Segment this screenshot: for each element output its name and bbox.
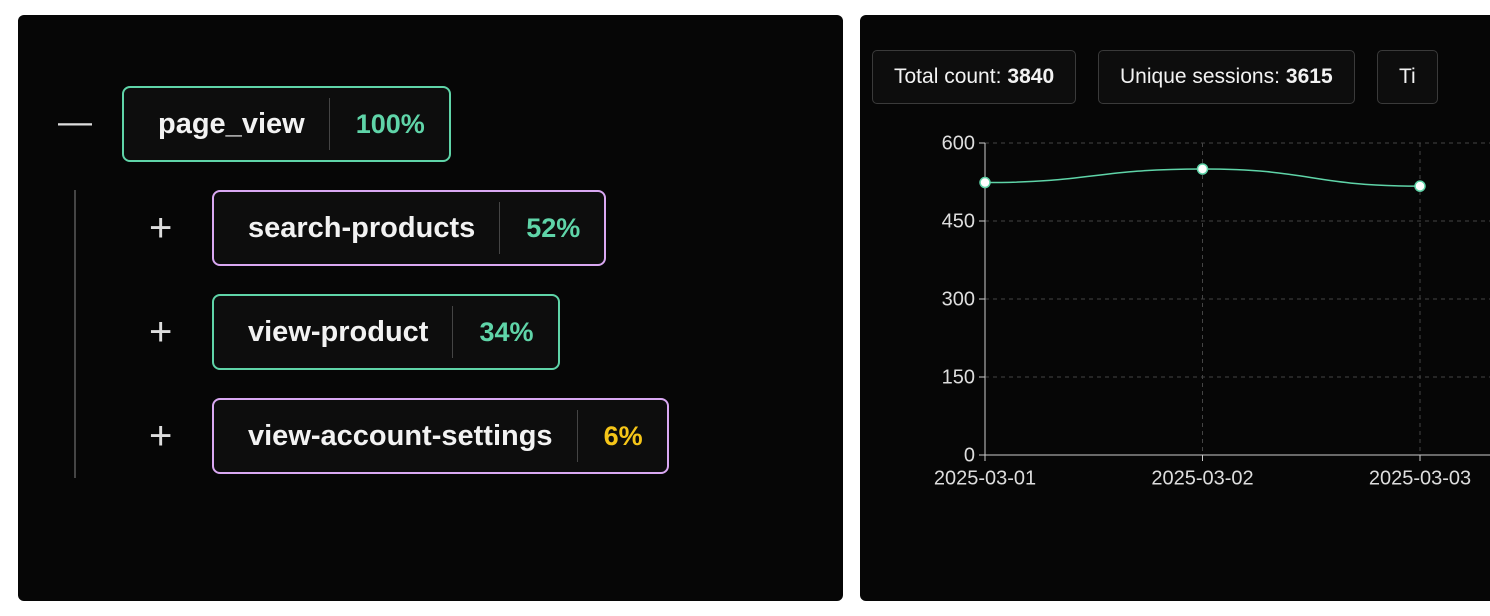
tree-node[interactable]: view-account-settings 6% — [212, 398, 669, 474]
y-tick-label: 0 — [964, 444, 975, 466]
tree-guide — [74, 190, 76, 478]
expand-toggle[interactable]: + — [149, 414, 173, 458]
node-percent: 100% — [355, 108, 425, 139]
y-tick-label: 600 — [942, 132, 975, 154]
y-tick-label: 150 — [942, 366, 975, 388]
tree-node[interactable]: search-products 52% — [212, 190, 607, 266]
node-divider — [576, 410, 578, 462]
point — [1414, 180, 1426, 192]
expand-toggle[interactable]: + — [149, 310, 173, 354]
tree-node[interactable]: page_view 100% — [122, 86, 451, 162]
node-percent: 34% — [479, 316, 534, 347]
node-label: view-product — [248, 315, 429, 348]
node-label: page_view — [158, 107, 305, 140]
node-percent: 52% — [526, 212, 581, 243]
stat-label: Total count: — [894, 65, 1002, 88]
node-divider — [328, 98, 330, 150]
x-tick-label: 2025-03-02 — [1151, 467, 1253, 489]
point — [1196, 163, 1209, 175]
tree-panel: — page_view 100% + search-products 52% + view-p… — [18, 15, 843, 601]
y-tick-label: 450 — [942, 210, 975, 232]
stat-chip: Total count: 3840 — [872, 50, 1077, 104]
stat-label: Unique sessions: — [1120, 65, 1280, 88]
node-label: search-products — [248, 211, 476, 244]
stat-chip: Unique sessions: 3615 — [1098, 50, 1355, 104]
node-divider — [452, 306, 454, 358]
expand-toggle[interactable]: + — [149, 206, 173, 250]
x-tick-label: 2025-03-03 — [1369, 467, 1471, 489]
node-percent: 6% — [603, 420, 643, 451]
stat-label: Ti — [1399, 65, 1416, 88]
y-tick-label: 300 — [942, 288, 975, 310]
node-label: view-account-settings — [248, 419, 553, 452]
stat-value: 3840 — [1007, 65, 1055, 88]
point — [979, 176, 991, 189]
node-divider — [499, 202, 501, 254]
collapse-toggle[interactable]: — — [58, 103, 92, 141]
stat-value: 3615 — [1285, 65, 1333, 88]
stat-chip: Ti — [1377, 50, 1438, 104]
x-tick-label: 2025-03-01 — [934, 467, 1036, 489]
tree-node[interactable]: view-product 34% — [212, 294, 560, 370]
chart-panel: 0 150 300 450 600 2025-03-01 2025-03-02 2025-03… — [860, 15, 1490, 601]
chart: 0 150 300 450 600 2025-03-01 2025-03-02 2025-03… — [934, 132, 1490, 489]
